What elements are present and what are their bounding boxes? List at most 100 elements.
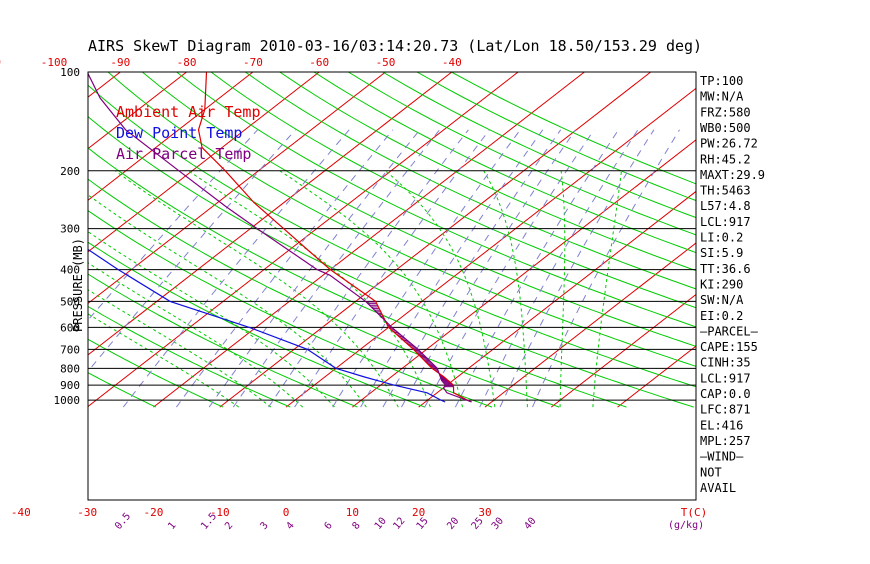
dry-adiabat-line — [141, 72, 696, 347]
legend-entry: Dew Point Temp — [116, 124, 242, 142]
stability-index: AVAIL — [700, 481, 736, 495]
stability-index: MW:N/A — [700, 90, 744, 104]
pressure-tick-label: 800 — [60, 362, 80, 375]
stability-index: FRZ:580 — [700, 105, 751, 119]
stability-index: MPL:257 — [700, 434, 751, 448]
legend-entry: Air Parcel Temp — [116, 145, 251, 163]
chart-title: AIRS SkewT Diagram 2010-03-16/03:14:20.7… — [88, 37, 702, 55]
axes: 1002003004005006007008009001000PRESSURE … — [0, 56, 707, 532]
stability-index: LCL:917 — [700, 215, 751, 229]
profiles — [88, 72, 472, 403]
dry-adiabat-line — [88, 338, 224, 408]
mixing-ratio-label: 6 — [322, 520, 334, 532]
moist-adiabat-line — [384, 170, 496, 408]
isotherm-line — [484, 242, 696, 408]
moist-adiabat-line — [483, 170, 528, 408]
bottom-temp-tick-label: -30 — [77, 506, 97, 519]
pressure-tick-label: 300 — [60, 223, 80, 236]
top-temp-tick-label: -110 — [0, 56, 1, 69]
mixing-ratio-label: 8 — [350, 520, 362, 532]
stability-index: RH:45.2 — [700, 152, 751, 166]
moist-adiabat-line — [88, 289, 272, 408]
moist-adiabat-line — [114, 170, 399, 408]
stability-index: LI:0.2 — [700, 231, 743, 245]
dry-adiabat-line — [88, 372, 157, 408]
plot-frame — [87, 71, 697, 501]
dry-adiabat-line — [348, 72, 696, 236]
pressure-tick-label: 600 — [60, 321, 80, 334]
isotherm-line — [88, 72, 254, 201]
stability-index: SW:N/A — [700, 293, 744, 307]
moist-adiabat-line — [88, 194, 367, 408]
dry-adiabat-line — [176, 72, 696, 328]
isotherm-line — [550, 293, 696, 408]
isotherm-line — [617, 345, 696, 408]
pressure-tick-label: 200 — [60, 165, 80, 178]
dry-adiabat-line — [88, 115, 694, 408]
isotherm-line — [88, 72, 453, 356]
stability-index: LFC:871 — [700, 403, 751, 417]
isotherm-line — [219, 72, 652, 408]
isotherm-line — [153, 72, 585, 408]
stability-index: —PARCEL— — [700, 324, 759, 338]
mixing-ratio-label: 3 — [258, 520, 270, 532]
dry-adiabat-line — [279, 72, 696, 272]
stability-index: L57:4.8 — [700, 199, 751, 213]
moist-adiabat-line — [592, 170, 622, 408]
top-temp-tick-label: -60 — [309, 56, 329, 69]
stability-index: MAXT:29.9 — [700, 168, 765, 182]
stability-index: SI:5.9 — [700, 246, 743, 260]
stability-index: CAP:0.0 — [700, 387, 751, 401]
isotherm-line — [88, 72, 519, 408]
legend: Ambient Air Temp Dew Point Temp Air Parcel… — [116, 103, 261, 163]
mixing-ratio-label: 4 — [284, 520, 296, 532]
stability-index: —WIND— — [700, 450, 744, 464]
pressure-tick-label: 100 — [60, 66, 80, 79]
stability-index: TH:5463 — [700, 184, 751, 198]
bottom-temp-tick-label: -40 — [11, 506, 31, 519]
moist-adiabat-line — [559, 170, 566, 408]
stability-index: EL:416 — [700, 418, 743, 432]
isotherm-line — [88, 72, 187, 150]
mixing-ratio-label: 1 — [166, 520, 178, 532]
bottom-temp-tick-label: 20 — [412, 506, 425, 519]
pressure-tick-label: 500 — [60, 295, 80, 308]
stability-index: WB0:500 — [700, 121, 751, 135]
top-temp-tick-label: -90 — [110, 56, 130, 69]
moist-adiabat-line — [88, 262, 304, 408]
bottom-temp-tick-label: -20 — [144, 506, 164, 519]
pressure-tick-label: 700 — [60, 343, 80, 356]
top-temp-tick-label: -40 — [442, 56, 462, 69]
mixing-ratio-unit-label: (g/kg) — [668, 520, 704, 531]
top-temp-tick-label: -100 — [41, 56, 68, 69]
dry-adiabat-line — [88, 178, 560, 408]
dry-adiabat-line — [313, 72, 696, 254]
isotherm-line — [88, 72, 386, 304]
isotherm-line — [418, 190, 696, 408]
stability-index: EI:0.2 — [700, 309, 743, 323]
dry-adiabat-line — [210, 72, 696, 309]
isotherm-line — [88, 72, 320, 253]
stability-index: LCL:917 — [700, 371, 751, 385]
bottom-temp-tick-label: 0 — [283, 506, 290, 519]
dry-adiabat-line — [88, 147, 627, 408]
stability-index: PW:26.72 — [700, 137, 758, 151]
isotherm-line — [352, 139, 696, 408]
stability-index: TT:36.6 — [700, 262, 751, 276]
x-axis-label: T(C) — [681, 506, 708, 519]
mixing-ratio-label: 2 — [223, 520, 235, 532]
moist-adiabat-line — [88, 231, 335, 408]
stability-index: NOT — [700, 465, 722, 479]
dry-adiabat-line — [88, 273, 358, 408]
ambient-temp-profile — [197, 72, 472, 403]
stability-index: KI:290 — [700, 277, 743, 291]
dry-adiabat-line — [88, 305, 291, 408]
top-temp-tick-label: -50 — [376, 56, 396, 69]
y-axis-label: PRESSURE (MB) — [71, 238, 85, 332]
pressure-tick-label: 900 — [60, 379, 80, 392]
bottom-temp-tick-label: 10 — [346, 506, 359, 519]
